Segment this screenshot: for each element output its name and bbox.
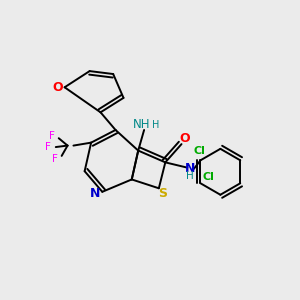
- Text: H: H: [187, 172, 194, 182]
- Text: F: F: [52, 154, 58, 164]
- Text: O: O: [180, 132, 190, 145]
- Text: N: N: [185, 162, 196, 175]
- Text: N: N: [90, 187, 100, 200]
- Text: Cl: Cl: [203, 172, 215, 182]
- Text: H: H: [152, 120, 159, 130]
- Text: O: O: [52, 81, 63, 94]
- Text: NH: NH: [132, 118, 150, 130]
- Text: F: F: [46, 142, 51, 152]
- Text: S: S: [158, 187, 167, 200]
- Text: F: F: [49, 131, 55, 141]
- Text: Cl: Cl: [193, 146, 205, 157]
